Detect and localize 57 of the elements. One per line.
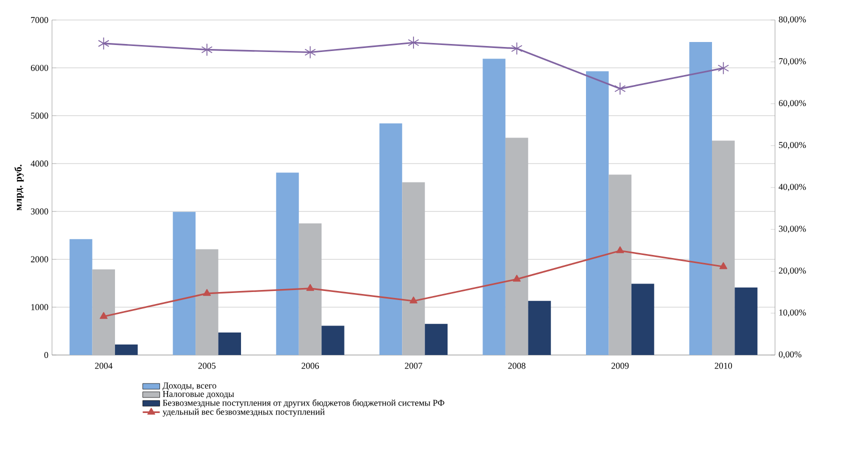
- y-tick-label: 6000: [30, 64, 48, 71]
- bar: [586, 71, 609, 355]
- y2-tick-label: 20,00%: [778, 268, 806, 275]
- legend-label: Безвозмездные поступления от других бюджетов бюджетной системы РФ: [162, 399, 444, 408]
- bar: [172, 212, 196, 355]
- bar: [276, 172, 299, 355]
- y-tick-label: 4000: [30, 160, 48, 167]
- y2-tick-label: 70,00%: [779, 58, 806, 66]
- point: [718, 62, 730, 75]
- y2-tick-label: 30,00%: [778, 226, 806, 234]
- y2-tick-label: 50,00%: [779, 142, 806, 150]
- y-tick-label: 1000: [31, 304, 48, 310]
- bar: [322, 326, 344, 355]
- point: [616, 246, 624, 254]
- x-tick-label: 2010: [714, 362, 732, 369]
- point: [201, 43, 213, 56]
- legend-label: Доходы, всего: [162, 382, 216, 390]
- bar: [115, 344, 138, 355]
- bar: [218, 332, 242, 355]
- y-tick-label: 0: [44, 352, 48, 358]
- y-tick-label: 7000: [31, 16, 48, 24]
- bar: [70, 239, 92, 355]
- y-tick-label: 2000: [30, 256, 48, 262]
- point: [512, 274, 521, 282]
- point: [719, 262, 728, 270]
- bar: [631, 284, 654, 355]
- bar: [482, 58, 506, 355]
- y2-tick-label: 60,00%: [778, 100, 806, 108]
- point: [410, 296, 418, 304]
- point: [98, 36, 110, 50]
- y2-tick-label: 80,00%: [778, 16, 806, 24]
- bar: [528, 300, 551, 355]
- point: [614, 82, 626, 96]
- y2-tick-label: 40,00%: [778, 184, 806, 192]
- y2-tick-label: 10,00%: [779, 309, 806, 317]
- legend-label: удельный вес безвозмездных поступлений: [162, 408, 325, 417]
- x-tick-label: 2006: [302, 362, 319, 369]
- point: [511, 42, 522, 55]
- point: [203, 288, 211, 296]
- bar: [379, 123, 402, 355]
- legend-label: Налоговые доходы: [162, 390, 234, 399]
- x-tick-label: 2005: [198, 362, 216, 369]
- y2-tick-label: 0,00%: [778, 351, 802, 359]
- x-tick-label: 2007: [404, 362, 422, 369]
- bar: [424, 324, 448, 355]
- point: [306, 284, 314, 291]
- x-tick-label: 2009: [612, 362, 629, 369]
- y-axis-title: млрд. руб.: [14, 164, 24, 210]
- point: [304, 46, 316, 59]
- bar: [734, 288, 758, 355]
- bar: [689, 42, 712, 355]
- y-tick-label: 3000: [30, 208, 48, 214]
- point: [408, 36, 420, 50]
- x-tick-label: 2004: [95, 362, 112, 369]
- x-tick-label: 2008: [508, 362, 526, 369]
- y-tick-label: 5000: [31, 112, 48, 119]
- point: [100, 312, 108, 319]
